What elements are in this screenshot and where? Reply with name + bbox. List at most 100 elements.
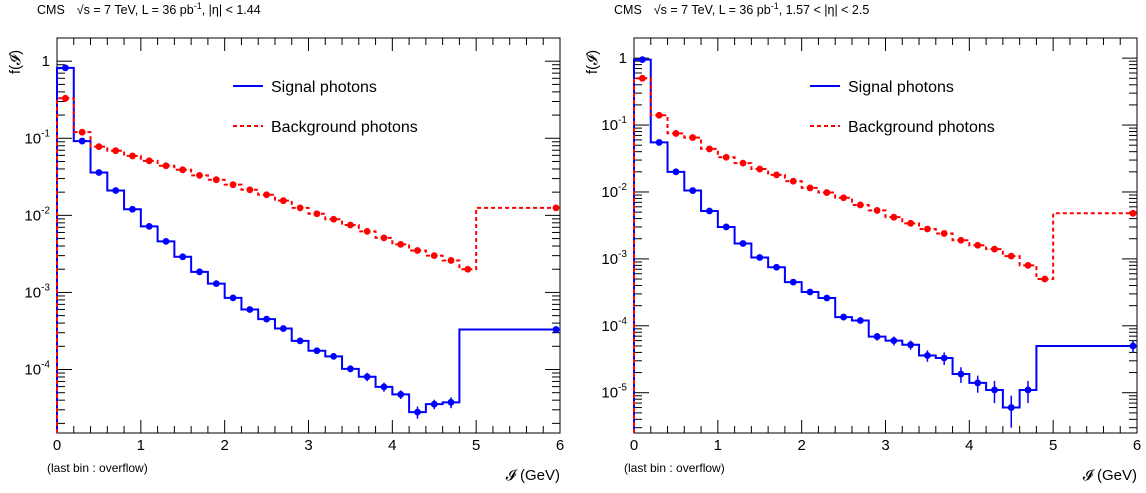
data-point (1129, 342, 1137, 350)
data-point (773, 171, 780, 179)
x-tick-label: 0 (630, 437, 638, 454)
data-point (974, 379, 982, 387)
y-tick-base: 10 (601, 385, 618, 402)
data-point (722, 153, 730, 161)
data-point (430, 400, 438, 408)
data-point (162, 162, 170, 170)
x-tick-label: 4 (388, 437, 396, 454)
data-point (957, 370, 965, 378)
data-point (655, 111, 663, 119)
y-tick-label: 1 (619, 50, 627, 67)
series-signal (633, 56, 1137, 433)
y-tick-label: 10-2 (24, 205, 50, 224)
data-point (689, 134, 697, 141)
data-point (145, 222, 153, 230)
data-point (991, 245, 998, 253)
x-tick-label: 6 (556, 437, 564, 454)
legend-label: Signal photons (271, 79, 377, 96)
data-point (162, 237, 170, 245)
header-energy: = 7 TeV, L = 36 pb (667, 3, 771, 17)
data-point (689, 187, 697, 194)
data-point (1024, 261, 1032, 269)
header-energy: = 7 TeV, L = 36 pb (90, 3, 194, 17)
y-tick-base: 1 (619, 50, 627, 67)
x-tick-label: 6 (1133, 437, 1141, 454)
y-tick-exponent: -2 (41, 205, 50, 216)
data-point (363, 373, 371, 381)
y-tick-base: 10 (24, 207, 41, 224)
y-tick-exponent: -4 (618, 316, 627, 327)
data-point (330, 352, 338, 360)
data-point (1129, 209, 1137, 217)
y-tick-base: 1 (42, 53, 50, 70)
data-point (279, 197, 287, 205)
x-tick-label: 1 (137, 437, 145, 454)
header-experiment: CMS (614, 3, 642, 17)
overflow-note: (last bin : overflow) (47, 461, 148, 475)
data-point (95, 143, 103, 150)
series-background (633, 74, 1137, 433)
data-point (313, 347, 321, 355)
y-tick-base: 10 (601, 318, 618, 335)
data-point (212, 176, 220, 184)
y-tick-label: 10-3 (24, 282, 50, 301)
x-tick-label: 3 (881, 437, 889, 454)
data-point (840, 194, 847, 202)
histogram-line (56, 97, 560, 433)
data-point (347, 221, 354, 229)
legend-label: Background photons (848, 119, 995, 136)
x-tick-label: 0 (53, 437, 61, 454)
data-point (789, 278, 797, 286)
data-point (296, 337, 304, 345)
x-tick-label: 5 (1049, 437, 1057, 454)
data-point (263, 315, 270, 323)
data-point (229, 294, 237, 302)
x-tick-label: 3 (304, 437, 312, 454)
data-point (773, 263, 780, 271)
data-point (430, 252, 438, 260)
data-point (873, 333, 881, 340)
data-point (672, 168, 680, 176)
data-point (1041, 275, 1049, 283)
y-tick-base: 10 (24, 130, 41, 147)
data-point (61, 64, 69, 72)
header-lumi-exponent: -1 (771, 1, 779, 11)
y-tick-base: 10 (601, 117, 618, 134)
data-point (380, 234, 388, 242)
y-tick-label: 10-4 (24, 359, 50, 378)
header-lumi-exponent: -1 (194, 1, 202, 11)
data-point (447, 257, 455, 264)
histogram-line (633, 58, 1137, 433)
x-tick-label: 2 (797, 437, 805, 454)
y-tick-label: 1 (42, 53, 50, 70)
data-point (940, 354, 948, 362)
y-axis-label: f(𝓘) (7, 50, 24, 74)
data-point (363, 227, 371, 235)
y-tick-exponent: -3 (41, 282, 50, 293)
x-axis-label: 𝓘 (GeV) (1083, 467, 1137, 484)
data-point (1024, 386, 1032, 394)
x-tick-label: 1 (714, 437, 722, 454)
y-tick-exponent: -1 (41, 128, 50, 139)
data-point (464, 265, 472, 273)
data-point (347, 365, 354, 373)
x-axis-label: 𝓘 (GeV) (506, 467, 560, 484)
data-point (552, 204, 560, 212)
data-point (129, 205, 136, 213)
y-tick-base: 10 (24, 361, 41, 378)
data-point (890, 213, 898, 221)
data-point (806, 288, 814, 296)
legend: Signal photons Background photons (233, 79, 418, 136)
overflow-note: (last bin : overflow) (624, 461, 725, 475)
data-point (95, 169, 103, 176)
data-point (212, 280, 220, 288)
y-tick-label: 10-5 (601, 383, 627, 402)
y-tick-exponent: -5 (618, 383, 627, 394)
plot-frame (633, 37, 1138, 434)
y-tick-label: 10-1 (601, 115, 627, 134)
legend: Signal photons Background photons (810, 79, 995, 136)
header-region: , 1.57 < |η| < 2.5 (779, 3, 870, 17)
data-point (739, 159, 747, 167)
data-point (924, 225, 931, 233)
